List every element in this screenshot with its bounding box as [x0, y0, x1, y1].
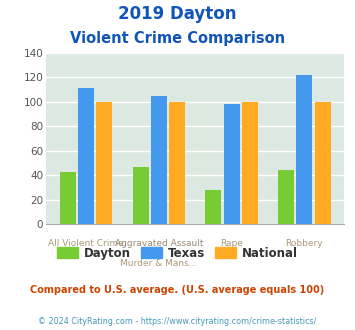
- Text: 2019 Dayton: 2019 Dayton: [118, 5, 237, 23]
- Bar: [315, 102, 331, 224]
- Bar: [96, 102, 112, 224]
- Text: Compared to U.S. average. (U.S. average equals 100): Compared to U.S. average. (U.S. average …: [31, 285, 324, 295]
- Legend: Dayton, Texas, National: Dayton, Texas, National: [53, 242, 302, 264]
- Text: Violent Crime Comparison: Violent Crime Comparison: [70, 31, 285, 46]
- Bar: [242, 102, 258, 224]
- Text: Aggravated Assault: Aggravated Assault: [115, 239, 203, 248]
- Bar: [133, 167, 149, 224]
- Text: Rape: Rape: [220, 239, 243, 248]
- Bar: [278, 171, 294, 224]
- Text: Robbery: Robbery: [285, 239, 323, 248]
- Bar: [224, 104, 240, 224]
- Bar: [151, 96, 167, 224]
- Bar: [78, 88, 94, 224]
- Text: Murder & Mans...: Murder & Mans...: [120, 259, 198, 268]
- Bar: [206, 190, 222, 224]
- Bar: [169, 102, 185, 224]
- Text: All Violent Crime: All Violent Crime: [48, 239, 124, 248]
- Text: © 2024 CityRating.com - https://www.cityrating.com/crime-statistics/: © 2024 CityRating.com - https://www.city…: [38, 317, 317, 326]
- Bar: [60, 172, 76, 224]
- Bar: [296, 75, 312, 224]
